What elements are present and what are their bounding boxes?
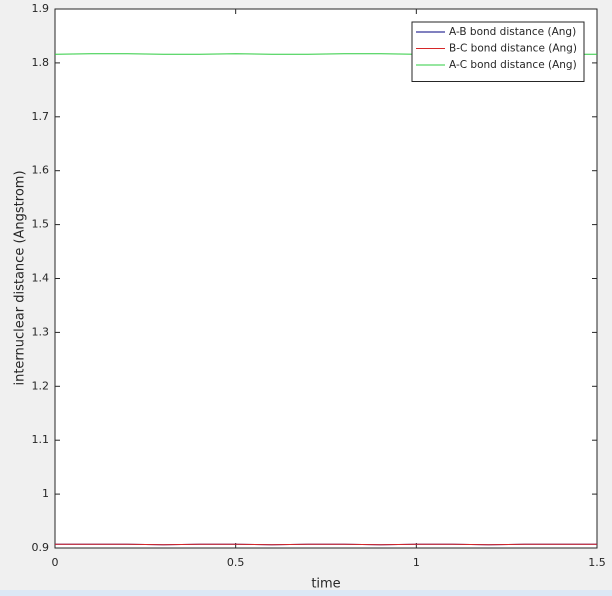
y-tick-label: 0.9 (32, 541, 50, 554)
y-tick-label: 1.7 (32, 110, 50, 123)
legend-label: A-B bond distance (Ang) (449, 26, 576, 38)
x-axis-label: time (311, 577, 340, 592)
y-tick-label: 1.8 (32, 56, 50, 69)
window-strip (0, 590, 612, 596)
axes-box (54, 8, 598, 549)
y-tick-label: 1 (42, 487, 49, 500)
y-tick-label: 1.5 (32, 218, 50, 231)
y-tick-label: 1.1 (32, 433, 50, 446)
plot-area (55, 9, 597, 548)
y-tick-label: 1.3 (32, 325, 50, 338)
y-tick-label: 1.2 (32, 379, 50, 392)
series-line (55, 543, 597, 546)
y-tick-label: 1.4 (32, 272, 50, 285)
x-tick-label: 0.5 (227, 556, 245, 569)
y-axis-label: internuclear distance (Angstrom) (13, 170, 28, 385)
x-tick-label: 1 (413, 556, 420, 569)
y-tick-label: 1.9 (32, 2, 50, 15)
x-tick-label: 0 (52, 556, 59, 569)
legend-label: A-C bond distance (Ang) (449, 59, 577, 71)
x-tick-label: 1.5 (588, 556, 606, 569)
legend-label: B-C bond distance (Ang) (449, 43, 577, 55)
y-tick-label: 1.6 (32, 164, 50, 177)
